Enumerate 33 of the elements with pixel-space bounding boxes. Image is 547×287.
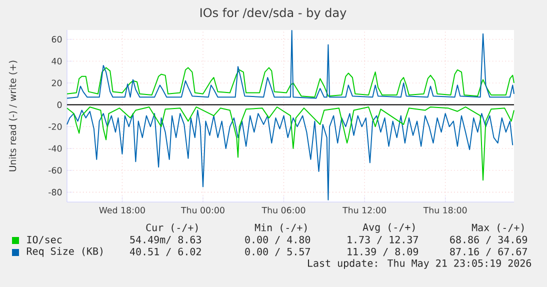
y-tick-label: 20 — [52, 80, 62, 86]
text: 40.51 / 6.02 — [130, 248, 201, 256]
x-tick-label: Thu 12:00 — [342, 206, 386, 214]
text: 68.86 / 34.69 — [450, 236, 528, 244]
text: 11.39 / 8.09 — [348, 248, 418, 256]
text: Max (-/+) — [472, 224, 524, 232]
y-tick-label: -40 — [48, 145, 62, 152]
x-tick-label: Thu 18:00 — [423, 206, 467, 214]
text: Cur (-/+) — [146, 224, 198, 232]
y-tick-label: 60 — [52, 36, 62, 43]
text: 87.16 / 67.67 — [450, 248, 527, 256]
y-tick-label: -60 — [48, 167, 62, 174]
text: 0.00 / 5.57 — [245, 248, 310, 256]
line-series — [66, 106, 514, 181]
y-axis-title: Units read (-) / write (+) — [8, 60, 18, 172]
text: 0.00 / 4.80 — [245, 236, 310, 244]
y-tick-label: -20 — [48, 123, 62, 130]
legend-label: Req Size (KB) — [26, 247, 102, 257]
text: Min (-/+) — [254, 224, 307, 232]
y-tick-label: -80 — [48, 188, 62, 196]
chart-title: IOs for /dev/sda - by day — [200, 8, 346, 20]
line-series — [66, 30, 514, 99]
line-series — [66, 67, 514, 98]
x-tick-label: Thu 06:00 — [262, 206, 306, 214]
text: Avg (-/+) — [362, 223, 415, 233]
y-tick-label: 0 — [57, 102, 62, 108]
text: Last update: Thu May 21 23:05:19 2026 — [308, 259, 532, 269]
x-tick-label: Thu 00:00 — [180, 206, 224, 214]
x-tick-label: Wed 18:00 — [99, 206, 145, 214]
text: 54.49m/ 8.63 — [130, 236, 201, 244]
text: 1.73 / 12.37 — [348, 236, 418, 244]
y-tick-label: 40 — [52, 58, 62, 64]
legend-label: IO/sec — [27, 236, 62, 244]
